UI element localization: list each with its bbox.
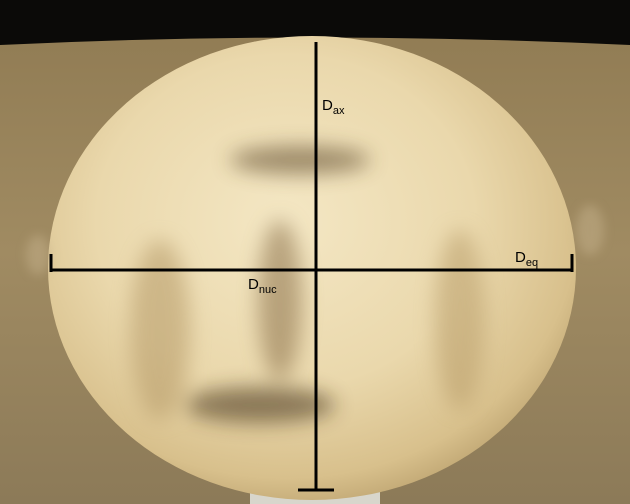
edge-fibers (26, 205, 604, 275)
top-band (0, 0, 630, 45)
label-dax: Dax (322, 97, 345, 117)
shading (130, 146, 485, 423)
specimen (48, 36, 576, 500)
label-dnuc: Dnuc (248, 276, 277, 296)
measure-lines (49, 42, 574, 492)
label-deq: Deq (515, 249, 538, 269)
